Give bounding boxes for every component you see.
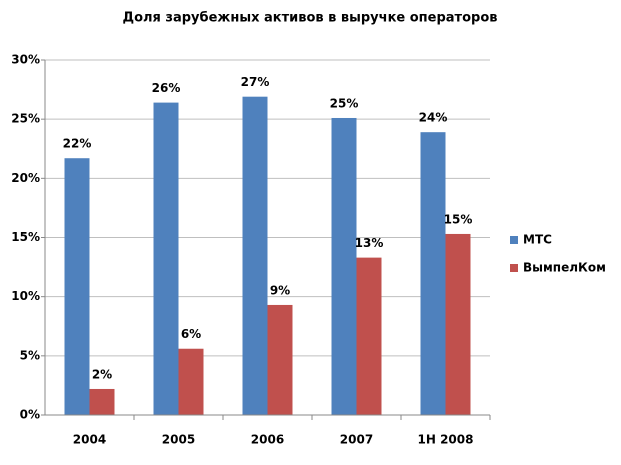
- bar: [445, 233, 471, 415]
- bar: [267, 304, 293, 415]
- y-tick-label: 10%: [11, 289, 40, 303]
- data-label: 15%: [444, 212, 473, 226]
- x-tick-label: 2007: [340, 433, 373, 447]
- bar: [89, 388, 115, 415]
- data-label: 2%: [92, 367, 112, 381]
- data-label: 9%: [270, 283, 290, 297]
- bar: [178, 348, 204, 415]
- x-tick-label: 2004: [73, 433, 106, 447]
- data-label: 26%: [152, 81, 181, 95]
- data-label: 24%: [419, 111, 448, 125]
- bar: [242, 96, 268, 415]
- x-tick-label: 2005: [162, 433, 195, 447]
- y-tick-label: 5%: [20, 348, 40, 362]
- chart-title: Доля зарубежных активов в выручке операт…: [123, 11, 498, 26]
- legend-label: МТС: [523, 233, 552, 247]
- x-tick-label: 2006: [251, 433, 284, 447]
- legend-swatch: [510, 264, 518, 272]
- data-label: 22%: [63, 137, 92, 151]
- data-label: 25%: [330, 96, 359, 110]
- legend-swatch: [510, 236, 518, 244]
- legend-label: ВымпелКом: [523, 261, 606, 275]
- y-tick-label: 0%: [20, 408, 40, 422]
- x-tick-label: 1H 2008: [418, 433, 474, 447]
- data-label: 13%: [355, 236, 384, 250]
- bar: [153, 102, 179, 415]
- y-tick-label: 15%: [11, 230, 40, 244]
- bar: [331, 117, 357, 415]
- data-label: 27%: [241, 75, 270, 89]
- bar: [356, 257, 382, 415]
- bar: [64, 158, 90, 415]
- y-tick-label: 25%: [11, 112, 40, 126]
- data-label: 6%: [181, 327, 201, 341]
- bar: [420, 132, 446, 415]
- y-tick-label: 30%: [11, 53, 40, 67]
- y-tick-label: 20%: [11, 171, 40, 185]
